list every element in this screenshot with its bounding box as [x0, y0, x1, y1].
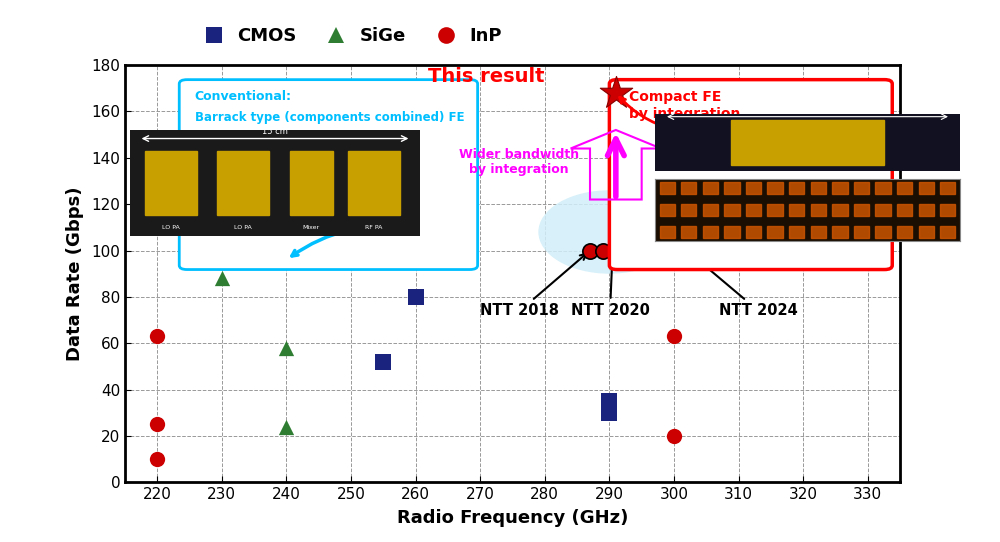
Bar: [660, 225, 675, 238]
Bar: [746, 225, 761, 238]
Bar: [681, 182, 696, 195]
Point: [408, 293, 424, 301]
Bar: [660, 182, 675, 195]
Ellipse shape: [538, 190, 680, 274]
Bar: [724, 182, 740, 195]
Point: [608, 246, 624, 255]
Point: [375, 358, 391, 366]
FancyBboxPatch shape: [609, 80, 892, 269]
Bar: [348, 151, 400, 215]
Text: NTT 2020: NTT 2020: [571, 256, 649, 319]
Bar: [940, 204, 955, 216]
Text: LO PA: LO PA: [234, 225, 252, 230]
Point: [601, 397, 617, 405]
Bar: [789, 204, 804, 216]
Bar: [811, 204, 826, 216]
Bar: [746, 182, 761, 195]
Y-axis label: Data Rate (Gbps): Data Rate (Gbps): [66, 186, 84, 361]
Bar: [767, 225, 783, 238]
Point: [608, 88, 624, 97]
Bar: [724, 204, 740, 216]
Bar: [919, 204, 934, 216]
Bar: [681, 204, 696, 216]
Point: [278, 255, 294, 264]
Point: [278, 223, 294, 231]
Bar: [217, 151, 269, 215]
Bar: [703, 204, 718, 216]
Bar: [832, 204, 848, 216]
Text: Mixer: Mixer: [303, 225, 320, 230]
Point: [666, 332, 682, 341]
Bar: [897, 204, 912, 216]
Point: [278, 344, 294, 352]
Bar: [919, 182, 934, 195]
Bar: [681, 225, 696, 238]
Text: Conventional:: Conventional:: [195, 90, 292, 103]
Bar: [731, 120, 884, 165]
Bar: [919, 225, 934, 238]
Point: [595, 246, 611, 255]
Text: 2.8 cm: 2.8 cm: [795, 107, 820, 115]
Bar: [875, 182, 891, 195]
Bar: [724, 225, 740, 238]
FancyBboxPatch shape: [179, 80, 478, 269]
Bar: [940, 182, 955, 195]
Bar: [897, 182, 912, 195]
Text: 15 cm: 15 cm: [262, 127, 288, 137]
Point: [608, 200, 624, 209]
Point: [343, 228, 359, 236]
Bar: [875, 225, 891, 238]
Point: [149, 420, 165, 429]
Text: RF PA: RF PA: [365, 225, 382, 230]
Bar: [789, 182, 804, 195]
Bar: [854, 204, 869, 216]
X-axis label: Radio Frequency (GHz): Radio Frequency (GHz): [397, 509, 628, 527]
Bar: [811, 182, 826, 195]
Bar: [832, 182, 848, 195]
Bar: [940, 225, 955, 238]
Bar: [144, 151, 197, 215]
Bar: [897, 225, 912, 238]
Text: LO PA: LO PA: [162, 225, 179, 230]
Bar: [832, 225, 848, 238]
Bar: [746, 204, 761, 216]
Point: [666, 431, 682, 440]
Bar: [767, 182, 783, 195]
Point: [278, 422, 294, 431]
Bar: [703, 182, 718, 195]
Bar: [789, 225, 804, 238]
Legend: CMOS, SiGe, InP: CMOS, SiGe, InP: [188, 20, 509, 52]
Point: [601, 409, 617, 417]
Point: [582, 246, 598, 255]
Bar: [290, 151, 333, 215]
Text: NTT 2018: NTT 2018: [480, 254, 586, 319]
Bar: [854, 225, 869, 238]
Point: [149, 455, 165, 463]
Text: Compact FE
by integration: Compact FE by integration: [629, 90, 740, 121]
Text: This result: This result: [428, 67, 545, 86]
Point: [679, 246, 695, 255]
Text: NTT 2024: NTT 2024: [691, 254, 798, 319]
Point: [149, 332, 165, 341]
Point: [214, 274, 230, 283]
Text: Barrack type (components combined) FE: Barrack type (components combined) FE: [195, 111, 464, 124]
Bar: [811, 225, 826, 238]
Text: Wider bandwidth
by integration: Wider bandwidth by integration: [459, 149, 579, 176]
Bar: [875, 204, 891, 216]
Bar: [660, 204, 675, 216]
Bar: [703, 225, 718, 238]
Bar: [854, 182, 869, 195]
Bar: [767, 204, 783, 216]
